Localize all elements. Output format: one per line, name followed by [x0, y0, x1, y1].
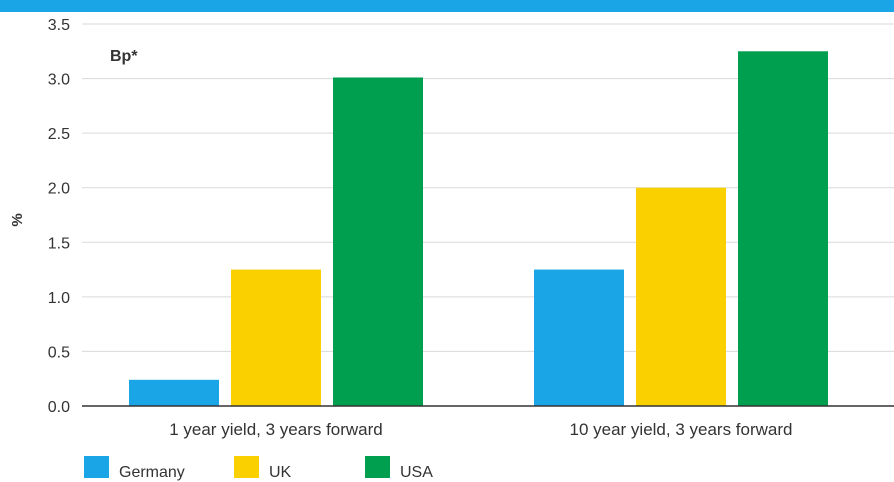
x-category-labels: 1 year yield, 3 years forward 10 year yie… [169, 420, 792, 439]
legend-swatch [84, 456, 109, 478]
y-tick-label: 0.0 [48, 399, 70, 416]
y-tick-label: 1.0 [48, 290, 70, 307]
x-category-label: 10 year yield, 3 years forward [570, 420, 793, 439]
chart-annotation: Bp* [110, 48, 138, 65]
x-category-label: 1 year yield, 3 years forward [169, 420, 383, 439]
bar-germany-2 [534, 269, 624, 406]
bar-germany-1 [129, 379, 219, 406]
y-tick-label: 3.5 [48, 17, 70, 34]
y-tick-labels: 0.0 0.5 1.0 1.5 2.0 2.5 3.0 3.5 [48, 17, 70, 416]
bar-usa-2 [738, 51, 828, 407]
top-accent-bar [0, 0, 894, 12]
y-axis-label: % [9, 213, 26, 226]
bar-usa-1 [333, 77, 423, 406]
y-tick-label: 2.0 [48, 181, 70, 198]
y-tick-label: 1.5 [48, 235, 70, 252]
bar-chart: 0.0 0.5 1.0 1.5 2.0 2.5 3.0 3.5 1 year yield, 3… [9, 17, 894, 439]
y-tick-label: 2.5 [48, 126, 70, 143]
legend-label: Germany [119, 464, 185, 481]
legend-swatch [365, 456, 390, 478]
legend-label: USA [400, 464, 433, 481]
y-tick-label: 0.5 [48, 344, 70, 361]
y-tick-label: 3.0 [48, 72, 70, 89]
bar-uk-1 [231, 269, 321, 406]
bars [129, 51, 828, 407]
legend-label: UK [269, 464, 292, 481]
bar-uk-2 [636, 187, 726, 406]
legend-swatch [234, 456, 259, 478]
